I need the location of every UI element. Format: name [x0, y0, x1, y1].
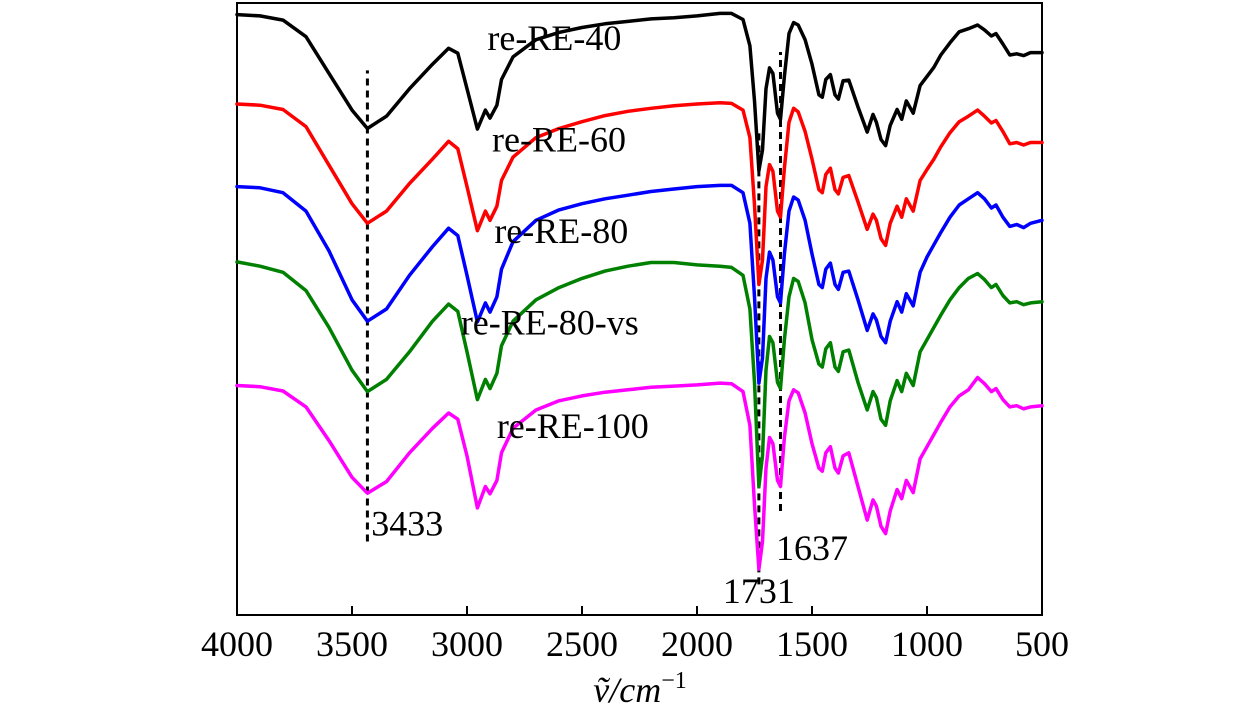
series-label-re-RE-100: re-RE-100 [497, 406, 649, 446]
x-tick-label-1500: 1500 [776, 624, 848, 664]
series-line-re-RE-100 [235, 375, 1044, 571]
x-tick-label-3000: 3000 [431, 624, 503, 664]
x-tick-label-4000: 4000 [201, 624, 273, 664]
series-line-re-RE-80 [235, 183, 1044, 385]
series-line-re-RE-40 [235, 11, 1044, 173]
annotation-label-1637: 1637 [776, 528, 848, 568]
series-line-re-RE-60 [235, 101, 1044, 287]
series-line-re-RE-80-vs [235, 260, 1044, 489]
series-labels: re-RE-40 re-RE-60 re-RE-80 re-RE-80-vs re-RE… [461, 18, 649, 446]
plot-frame [236, 2, 1043, 616]
x-tick-label-2500: 2500 [546, 624, 618, 664]
x-axis-title: ṽ/cm−1 [593, 668, 687, 709]
annotation-label-1731: 1731 [723, 571, 795, 611]
series-label-re-RE-80: re-RE-80 [494, 211, 628, 251]
x-axis-title-superscript: −1 [661, 668, 687, 694]
x-tick-label-1000: 1000 [891, 624, 963, 664]
x-axis-ticks [236, 606, 1043, 615]
x-tick-label-2000: 2000 [661, 624, 733, 664]
series-label-re-RE-80-vs: re-RE-80-vs [461, 303, 639, 343]
x-axis-tick-labels: 4000 3500 3000 2500 2000 1500 1000 500 [201, 624, 1069, 664]
series-label-re-RE-60: re-RE-60 [492, 120, 626, 160]
x-tick-label-3500: 3500 [316, 624, 388, 664]
annotation-label-3433: 3433 [371, 503, 443, 543]
x-axis-title-text: ṽ/cm [593, 670, 661, 709]
series-label-re-RE-40: re-RE-40 [487, 18, 621, 58]
x-tick-label-500: 500 [1015, 624, 1069, 664]
series-lines [235, 11, 1044, 571]
